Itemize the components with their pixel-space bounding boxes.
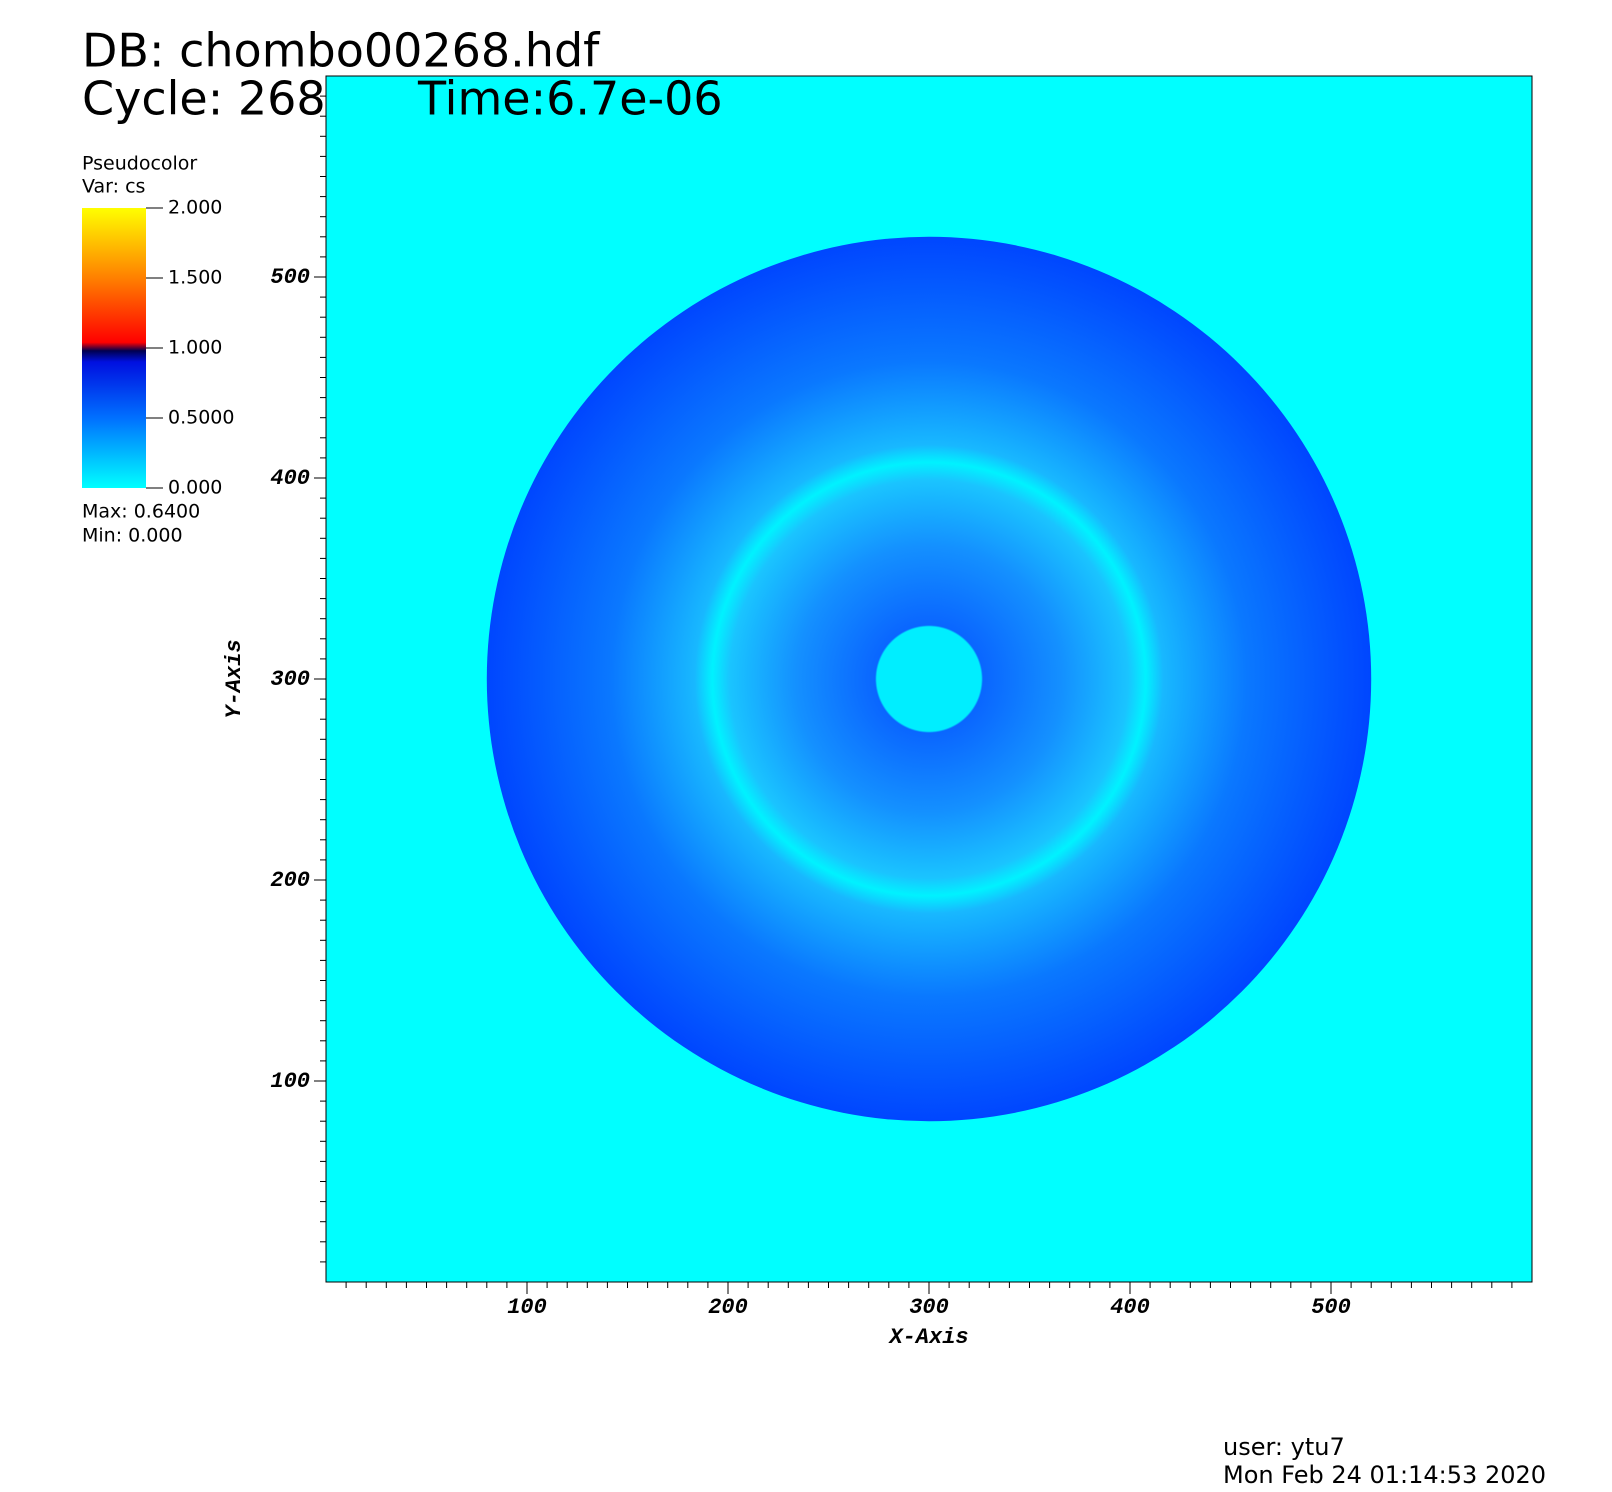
x-axis-label: X-Axis xyxy=(887,1325,968,1350)
max-text: Max: 0.6400 xyxy=(82,501,200,523)
colorbar-tick-label: 1.000 xyxy=(168,337,222,359)
legend-title: Pseudocolor xyxy=(82,153,197,175)
x-tick-label: 300 xyxy=(909,1295,949,1320)
variable: Var: cs xyxy=(82,176,145,198)
x-tick-label: 200 xyxy=(708,1295,748,1320)
x-tick-label: 500 xyxy=(1311,1295,1351,1320)
cycle: Cycle: 268 xyxy=(82,72,326,126)
user: user: ytu7 xyxy=(1223,1433,1345,1461)
colorbar-tick-label: 0.5000 xyxy=(168,407,234,429)
title: DB: chombo00268.hdf xyxy=(82,24,601,78)
colorbar-tick-label: 0.000 xyxy=(168,477,222,499)
y-tick-label: 200 xyxy=(270,868,310,893)
colorbar xyxy=(82,208,146,488)
field-disk xyxy=(486,236,1372,1122)
min-text: Min: 0.000 xyxy=(82,525,183,547)
x-tick-label: 400 xyxy=(1110,1295,1150,1320)
y-tick-label: 400 xyxy=(270,466,310,491)
x-tick-label: 100 xyxy=(507,1295,547,1320)
y-tick-label: 500 xyxy=(270,265,310,290)
colorbar-tick-label: 2.000 xyxy=(168,197,222,219)
colorbar-tick-label: 1.500 xyxy=(168,267,222,289)
time: Time:6.7e-06 xyxy=(417,72,723,126)
y-tick-label: 300 xyxy=(270,667,310,692)
y-tick-label: 100 xyxy=(270,1069,310,1094)
date: Mon Feb 24 01:14:53 2020 xyxy=(1223,1461,1546,1489)
y-axis-label: Y-Axis xyxy=(222,639,247,718)
